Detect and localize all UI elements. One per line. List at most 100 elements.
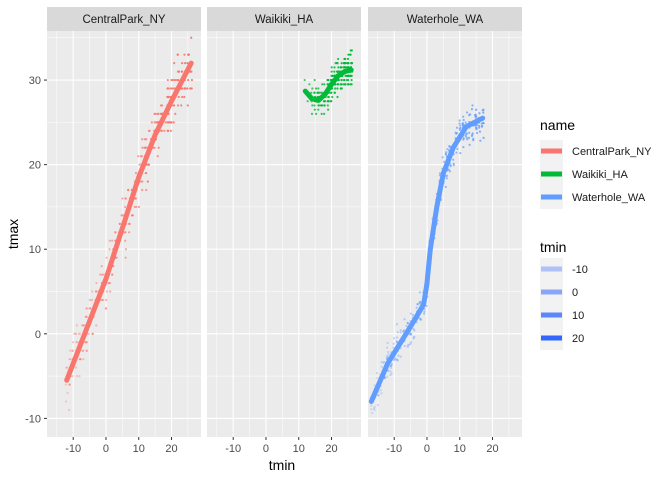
- scatter-point: [346, 62, 350, 65]
- scatter-point: [380, 361, 383, 364]
- scatter-point: [386, 375, 389, 378]
- scatter-point: [347, 53, 350, 56]
- scatter-point: [99, 273, 102, 276]
- scatter-point: [147, 129, 151, 132]
- scatter-point: [141, 146, 144, 149]
- scatter-point: [68, 383, 71, 386]
- scatter-point: [323, 83, 326, 86]
- scatter-point: [480, 125, 483, 128]
- scatter-point: [111, 239, 114, 242]
- scatter-point: [177, 95, 180, 99]
- scatter-point: [108, 248, 111, 251]
- scatter-point: [68, 383, 71, 386]
- scatter-point: [380, 392, 383, 395]
- scatter-point: [395, 340, 399, 343]
- scatter-point: [337, 66, 340, 69]
- scatter-point: [347, 66, 350, 69]
- scatter-point: [445, 151, 448, 154]
- scatter-point: [396, 331, 399, 334]
- scatter-point: [100, 265, 103, 268]
- scatter-point: [137, 205, 141, 209]
- scatter-point: [478, 124, 481, 127]
- legend-label: Waikiki_HA: [572, 169, 628, 181]
- scatter-point: [147, 163, 151, 166]
- scatter-point: [85, 307, 88, 310]
- scatter-point: [462, 146, 465, 149]
- scatter-point: [324, 100, 327, 103]
- scatter-point: [454, 131, 457, 134]
- scatter-point: [160, 112, 163, 115]
- scatter-point: [347, 83, 350, 86]
- scatter-point: [470, 134, 474, 138]
- scatter-point: [336, 87, 339, 90]
- scatter-point: [470, 108, 474, 111]
- scatter-point: [475, 131, 479, 135]
- scatter-point: [85, 341, 88, 344]
- scatter-point: [118, 222, 121, 225]
- scatter-point: [395, 323, 399, 326]
- legend-label: 10: [572, 310, 584, 322]
- alpha-legend-title: tmin: [540, 239, 566, 255]
- scatter-point: [387, 353, 390, 356]
- x-axis-waterhole_wa: -10 0 10 20: [386, 437, 499, 455]
- scatter-point: [462, 138, 465, 141]
- scatter-point: [390, 362, 393, 365]
- scatter-point: [445, 177, 448, 180]
- scatter-point: [390, 372, 393, 375]
- scatter-point: [468, 114, 471, 117]
- scatter-point: [344, 83, 347, 86]
- scatter-point: [181, 62, 184, 65]
- scatter-point: [480, 122, 483, 125]
- scatter-point: [91, 332, 95, 335]
- scatter-point: [370, 404, 373, 407]
- scatter-point: [438, 172, 442, 175]
- scatter-point: [336, 62, 339, 65]
- scatter-point: [190, 36, 193, 39]
- scatter-point: [340, 78, 343, 82]
- scatter-point: [311, 87, 314, 90]
- scatter-point: [180, 104, 183, 107]
- color-legend-title: name: [540, 117, 575, 133]
- scatter-point: [314, 87, 318, 90]
- scatter-point: [334, 87, 337, 90]
- x-tick-label: 0: [424, 443, 430, 455]
- scatter-point: [124, 197, 127, 200]
- scatter-point: [331, 95, 334, 99]
- scatter-point: [393, 358, 396, 361]
- scatter-point: [403, 318, 406, 321]
- scatter-point: [306, 100, 309, 103]
- scatter-point: [127, 231, 131, 234]
- scatter-point: [389, 366, 392, 369]
- scatter-point: [131, 214, 134, 217]
- scatter-point: [342, 62, 346, 65]
- scatter-point: [330, 100, 333, 103]
- x-tick-label: 20: [165, 443, 177, 455]
- scatter-point: [84, 315, 87, 318]
- scatter-point: [190, 70, 193, 73]
- y-tick-label: 20: [29, 160, 41, 172]
- scatter-point: [416, 303, 419, 306]
- scatter-point: [75, 375, 78, 378]
- scatter-point: [69, 358, 72, 361]
- scatter-point: [308, 83, 311, 86]
- scatter-point: [71, 375, 74, 378]
- scatter-point: [79, 358, 82, 361]
- scatter-point: [85, 349, 89, 352]
- scatter-point: [409, 332, 412, 335]
- legend-key-bg: [540, 258, 563, 281]
- scatter-point: [95, 290, 98, 293]
- scatter-point: [177, 70, 180, 73]
- scatter-point: [387, 369, 390, 372]
- scatter-point: [186, 87, 189, 90]
- scatter-point: [343, 78, 346, 82]
- scatter-point: [336, 83, 339, 86]
- scatter-point: [409, 332, 412, 335]
- scatter-point: [171, 78, 174, 82]
- scatter-point: [412, 337, 415, 340]
- scatter-point: [66, 391, 69, 395]
- x-tick-label: -10: [386, 443, 402, 455]
- scatter-point: [89, 307, 92, 310]
- scatter-point: [380, 365, 383, 368]
- scatter-point: [91, 290, 94, 293]
